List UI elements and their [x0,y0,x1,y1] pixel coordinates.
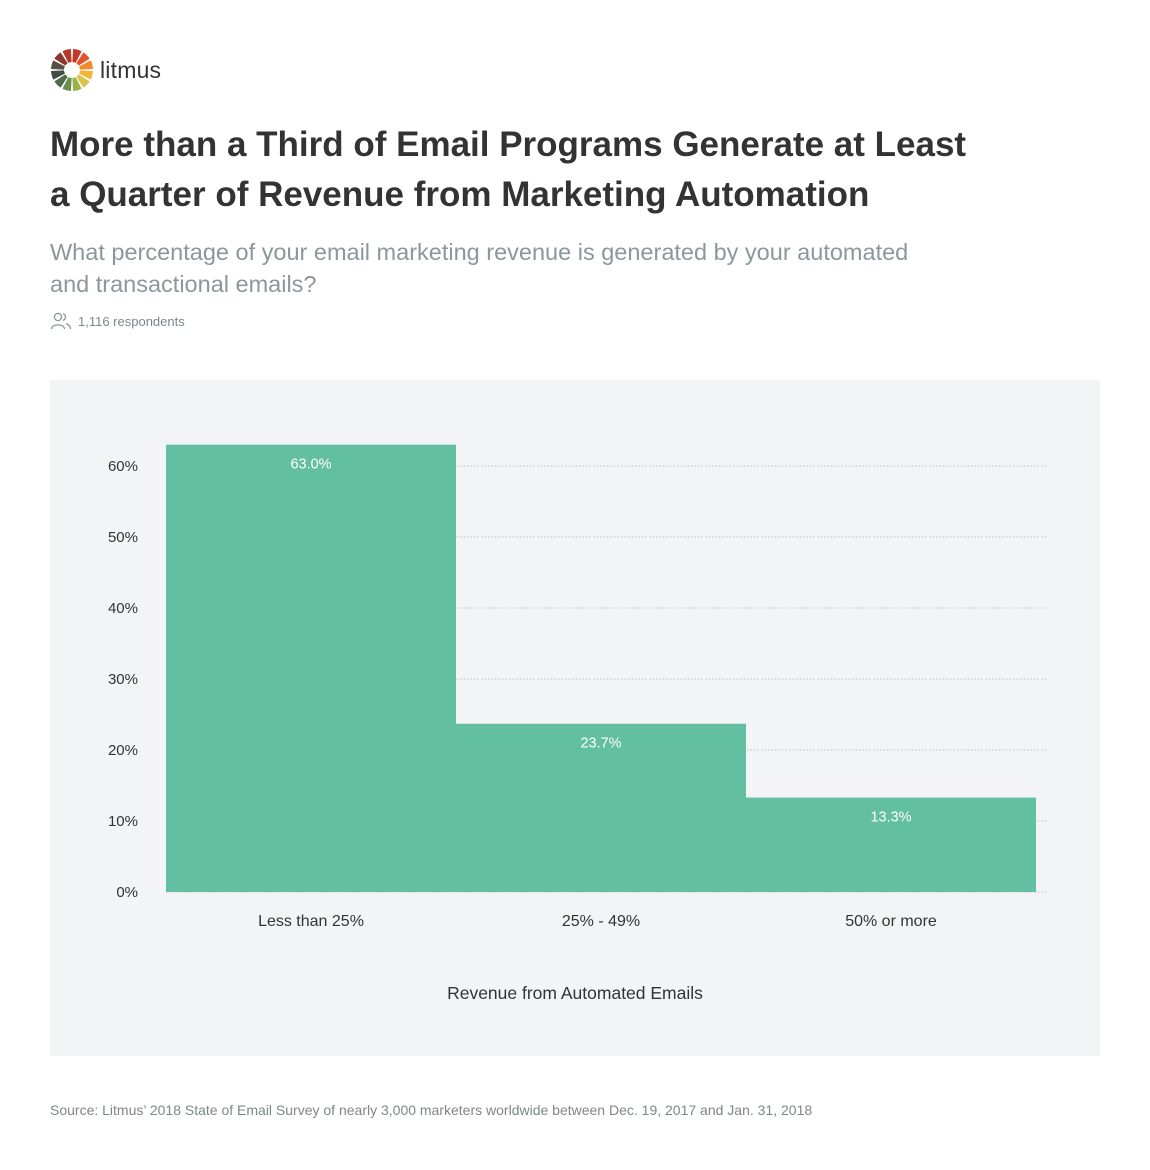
chart-panel: 0% 10% 20% 30% 40% 50% 60% 63.0% Less than 25% 23… [50,380,1100,1056]
x-tick-label: Less than 25% [258,913,364,930]
y-tick-label: 10% [108,813,138,830]
logo-segment [54,52,68,66]
page-title: More than a Third of Email Programs Gene… [50,120,1050,220]
data-label: 63.0% [290,457,331,473]
bar [746,797,1036,892]
respondents-text: 1,116 respondents [78,313,185,329]
question-line-1: What percentage of your email marketing … [50,239,909,265]
brand-name: litmus [100,56,162,83]
y-tick-label: 50% [108,529,138,546]
data-label: 23.7% [580,736,621,752]
title-line-1: More than a Third of Email Programs Gene… [50,125,967,164]
logo-segment [72,77,82,91]
bar-chart: 0% 10% 20% 30% 40% 50% 60% 63.0% Less than 25% 23… [108,444,1048,1003]
users-icon [50,312,72,330]
y-tick-label: 20% [108,742,138,759]
logo-segment [76,74,90,88]
x-axis-title: Revenue from Automated Emails [447,983,703,1003]
bar [456,723,746,892]
y-tick-label: 30% [108,671,138,688]
litmus-logo-icon [51,49,93,91]
logo-segment [76,52,90,66]
logo-segment [54,74,68,88]
logo-segment [62,49,72,63]
data-label: 13.3% [870,810,911,826]
logo-segment [51,70,65,80]
source-note: Source: Litmus’ 2018 State of Email Surv… [50,1102,813,1118]
logo-segment [62,77,72,91]
bar [166,444,456,892]
logo-segment [79,60,93,70]
question-line-2: and transactional emails? [50,271,317,297]
brand-logo: litmus [50,48,161,92]
logo-segment [79,70,93,80]
respondent-count: 1,116 respondents [50,311,185,331]
survey-question: What percentage of your email marketing … [50,236,1050,300]
title-line-2: a Quarter of Revenue from Marketing Auto… [50,175,870,214]
x-tick-label: 50% or more [845,913,937,930]
y-tick-label: 0% [116,884,138,901]
x-tick-label: 25% - 49% [562,913,640,930]
logo-segment [72,49,82,63]
y-tick-label: 40% [108,600,138,617]
logo-segment [51,60,65,70]
y-tick-label: 60% [108,458,138,475]
